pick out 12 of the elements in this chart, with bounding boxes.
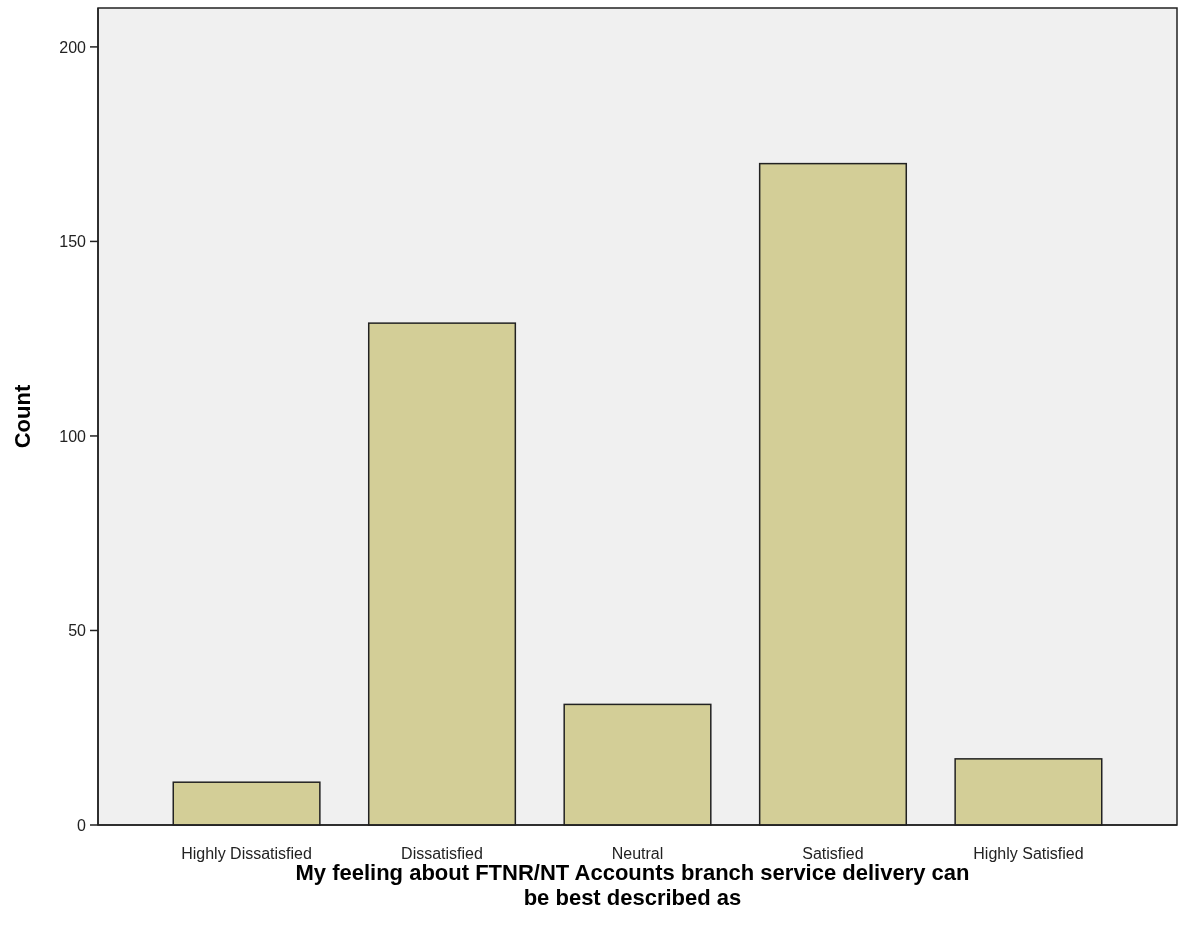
x-tick-label: Dissatisfied <box>401 845 483 862</box>
y-tick-label: 150 <box>59 233 87 251</box>
y-axis-title: Count <box>10 384 35 449</box>
y-tick-label: 0 <box>77 816 87 834</box>
x-tick-label: Highly Satisfied <box>973 845 1084 862</box>
x-tick-label: Highly Dissatisfied <box>181 845 312 862</box>
y-tick-label: 50 <box>68 622 87 640</box>
x-axis-title: My feeling about FTNR/NT Accounts branch service delivery can be best described as <box>295 860 970 910</box>
y-tick-label: 100 <box>59 427 87 445</box>
x-tick-label: Satisfied <box>802 845 864 862</box>
x-tick-label: Neutral <box>611 845 664 862</box>
y-tick-label: 200 <box>59 38 87 56</box>
